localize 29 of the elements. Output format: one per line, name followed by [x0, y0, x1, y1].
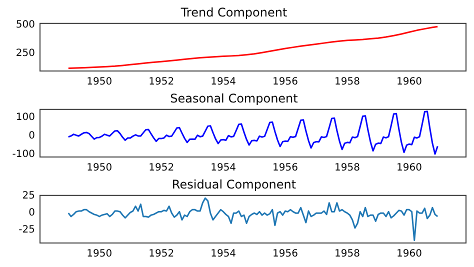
x-tick-label: 1952 — [148, 76, 174, 88]
chart-title: Trend Component — [180, 5, 288, 20]
x-tick-label: 1956 — [272, 248, 298, 260]
y-tick-label: 25 — [22, 190, 35, 202]
x-tick-label: 1960 — [396, 76, 422, 88]
y-tick-label: 250 — [16, 48, 35, 60]
x-tick-label: 1956 — [272, 162, 298, 174]
x-tick-label: 1952 — [148, 248, 174, 260]
x-tick-label: 1958 — [334, 248, 360, 260]
x-tick-label: 1954 — [210, 162, 236, 174]
chart-title: Residual Component — [172, 177, 296, 192]
x-tick-label: 1954 — [210, 76, 236, 88]
y-tick-label: 500 — [16, 19, 35, 30]
y-tick-label: 0 — [28, 208, 35, 219]
x-tick-label: 1952 — [148, 162, 174, 174]
y-tick-label: -25 — [18, 224, 35, 236]
x-tick-label: 1950 — [86, 162, 112, 174]
x-tick-label: 1950 — [86, 76, 112, 88]
x-tick-label: 1954 — [210, 248, 236, 260]
y-tick-label: -100 — [12, 148, 35, 160]
x-tick-label: 1956 — [272, 76, 298, 88]
chart-title: Seasonal Component — [170, 91, 298, 106]
x-tick-label: 1958 — [334, 162, 360, 174]
y-tick-label: 0 — [28, 130, 35, 142]
x-tick-label: 1950 — [86, 248, 112, 260]
y-tick-label: 100 — [16, 112, 35, 123]
x-tick-label: 1960 — [396, 248, 422, 260]
x-tick-label: 1958 — [334, 76, 360, 88]
x-tick-label: 1960 — [396, 162, 422, 174]
